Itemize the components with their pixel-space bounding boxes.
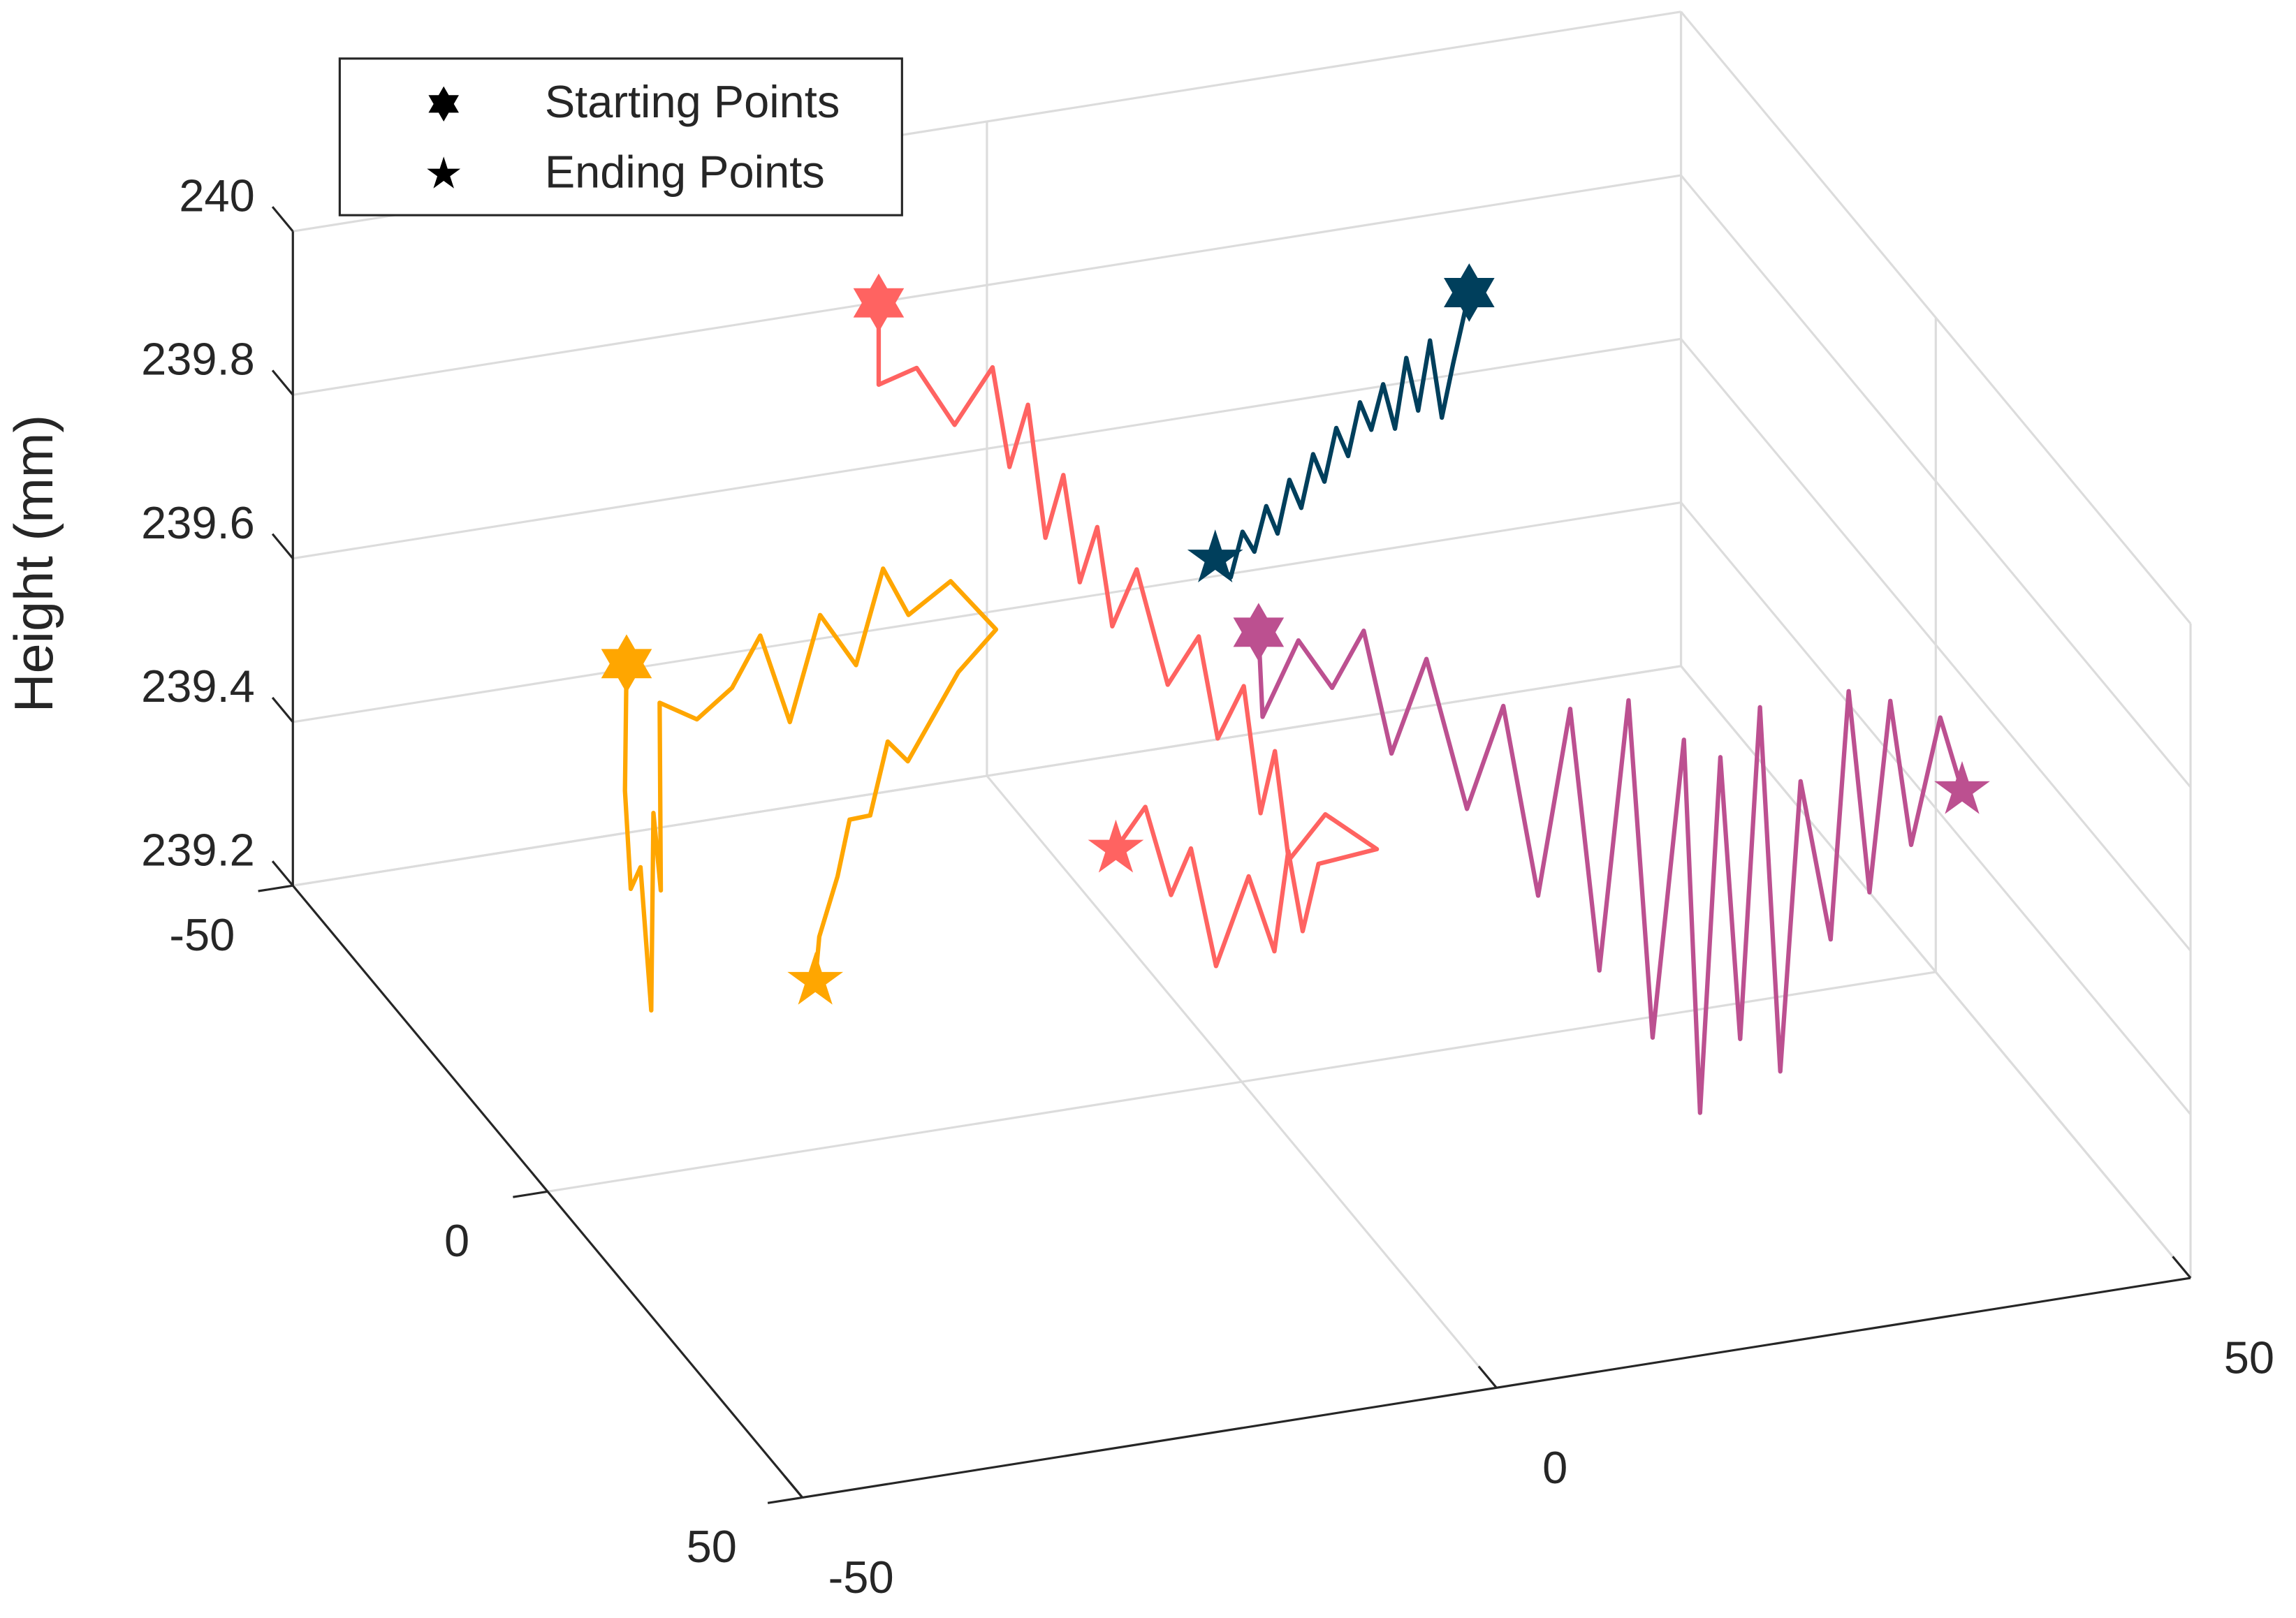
end-marker xyxy=(1934,760,1990,814)
z-tick xyxy=(271,696,294,723)
trajectory-line xyxy=(622,566,999,1013)
z-axis-label: Height (mm) xyxy=(4,415,64,713)
start-marker xyxy=(853,273,905,332)
y-tick xyxy=(258,884,293,892)
y-tick xyxy=(767,1496,803,1504)
legend-marker xyxy=(427,156,461,189)
legend-box xyxy=(338,57,903,216)
end-marker xyxy=(787,951,844,1005)
z-tick xyxy=(271,533,294,559)
z-tick-label: 239.4 xyxy=(141,661,255,712)
z-tick xyxy=(271,860,294,887)
end-marker xyxy=(1187,529,1243,582)
start-marker xyxy=(1233,603,1285,662)
legend-label: Starting Points xyxy=(545,76,840,127)
z-tick-label: 239.8 xyxy=(141,334,255,385)
x-tick xyxy=(2172,1256,2192,1279)
grid-line xyxy=(547,971,1936,1193)
start-marker xyxy=(601,634,652,693)
z-tick-label: 240 xyxy=(179,170,254,221)
x-tick-label: -50 xyxy=(828,1552,894,1603)
axes: -50 0 50 -50 0 50 239.2 239.4 239.6 239.8 240 xyxy=(141,170,2274,1603)
legend: Starting Points Ending Points xyxy=(338,57,903,216)
z-tick xyxy=(271,206,294,233)
x-tick-label: 0 xyxy=(1542,1442,1567,1493)
z-tick-label: 239.2 xyxy=(141,824,255,875)
y-tick-label: -50 xyxy=(169,909,235,960)
z-tick-label: 239.6 xyxy=(141,497,255,548)
y-tick xyxy=(513,1190,548,1198)
trajectory-line xyxy=(876,302,1380,969)
z-tick xyxy=(271,369,294,396)
trajectory-line xyxy=(1213,292,1472,580)
grid xyxy=(291,10,2192,1499)
y-tick-label: 50 xyxy=(687,1521,737,1572)
x-tick xyxy=(784,1475,803,1499)
end-marker xyxy=(1088,819,1144,873)
start-marker xyxy=(1444,263,1495,322)
legend-label: Ending Points xyxy=(545,147,825,198)
y-tick-label: 0 xyxy=(444,1215,469,1266)
plot-area xyxy=(601,263,1990,1115)
x-tick-label: 50 xyxy=(2224,1332,2274,1383)
grid-line xyxy=(293,665,1681,887)
trajectory-line xyxy=(1256,628,1965,1115)
x-tick xyxy=(1477,1365,1498,1389)
x-axis xyxy=(802,1277,2191,1499)
